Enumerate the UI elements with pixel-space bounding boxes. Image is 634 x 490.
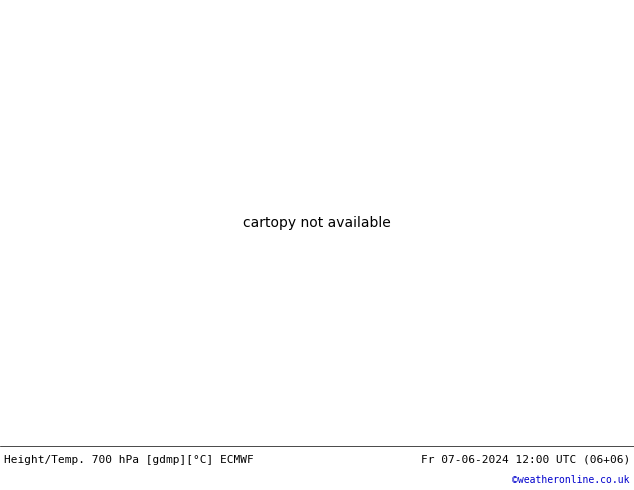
Text: cartopy not available: cartopy not available [243, 216, 391, 230]
Text: Fr 07-06-2024 12:00 UTC (06+06): Fr 07-06-2024 12:00 UTC (06+06) [421, 455, 630, 465]
Text: ©weatheronline.co.uk: ©weatheronline.co.uk [512, 475, 630, 485]
Text: Height/Temp. 700 hPa [gdmp][°C] ECMWF: Height/Temp. 700 hPa [gdmp][°C] ECMWF [4, 455, 254, 465]
